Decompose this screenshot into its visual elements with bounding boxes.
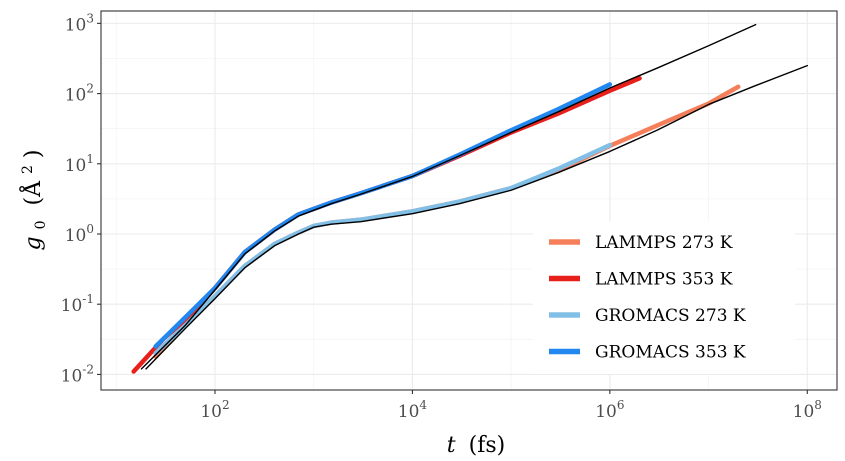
- y-tick-base: 10: [61, 296, 83, 316]
- legend-label: LAMMPS 353 K: [595, 270, 733, 290]
- y-axis-sub: 0: [33, 220, 49, 229]
- x-tick-base: 10: [793, 402, 815, 422]
- y-axis-title: g 0 (Å 2 ): [13, 149, 51, 250]
- legend-label: GROMACS 273 K: [595, 306, 746, 326]
- x-axis-title: t (fs): [447, 433, 505, 458]
- x-tick-label: 102: [200, 398, 229, 422]
- series-line-2: [153, 142, 613, 356]
- plot-border: [100, 10, 838, 391]
- x-tick-exp: 8: [814, 398, 822, 412]
- y-axis-var: g: [21, 236, 46, 250]
- x-tick-base: 10: [595, 402, 617, 422]
- y-tick-label: 103: [65, 11, 94, 35]
- y-tick-exp: 3: [86, 11, 94, 25]
- x-tick-base: 10: [398, 402, 420, 422]
- legend-label: GROMACS 353 K: [595, 343, 746, 363]
- y-axis-unit-end: ): [21, 149, 46, 158]
- y-tick-label: 102: [65, 82, 94, 106]
- legend: LAMMPS 273 K LAMMPS 353 K GROMACS 273 K GRO…: [533, 221, 795, 374]
- reference-line-1: [145, 64, 808, 370]
- x-tick-label: 106: [595, 398, 624, 422]
- y-tick-exp: -2: [82, 362, 94, 376]
- x-tick-label: 104: [398, 398, 428, 422]
- y-tick-exp: 0: [86, 222, 94, 236]
- y-tick-exp: 1: [86, 152, 94, 166]
- x-axis-unit: (fs): [469, 433, 506, 458]
- y-tick-exp: 2: [86, 82, 94, 96]
- y-axis-unit: (Å: [18, 180, 46, 206]
- legend-background: [533, 221, 795, 374]
- y-tick-label: 10-1: [61, 292, 94, 316]
- series-line-3: [153, 82, 613, 349]
- y-axis-unit-sup: 2: [20, 165, 36, 174]
- series-group: [131, 23, 808, 374]
- legend-label: LAMMPS 273 K: [595, 233, 733, 253]
- reference-line-0: [140, 23, 757, 370]
- y-tick-base: 10: [65, 226, 87, 246]
- y-tick-label: 100: [65, 222, 94, 246]
- x-tick-label: 108: [793, 398, 822, 422]
- x-axis-var: t: [447, 433, 456, 458]
- x-tick-exp: 2: [222, 398, 230, 412]
- x-tick-exp: 6: [617, 398, 625, 412]
- y-tick-base: 10: [65, 15, 87, 35]
- y-tick-label: 10-2: [61, 362, 94, 386]
- y-tick-base: 10: [65, 86, 87, 106]
- y-tick-base: 10: [65, 156, 87, 176]
- x-tick-base: 10: [200, 402, 222, 422]
- x-tick-exp: 4: [419, 398, 427, 412]
- y-tick-exp: -1: [82, 292, 94, 306]
- y-tick-label: 101: [65, 152, 94, 176]
- y-tick-base: 10: [61, 366, 83, 386]
